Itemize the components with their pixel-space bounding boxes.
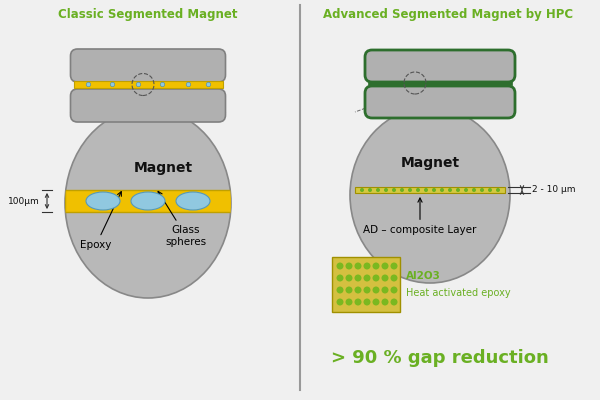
Circle shape	[86, 82, 91, 87]
Circle shape	[391, 286, 398, 294]
Circle shape	[432, 188, 436, 192]
Text: Glass
spheres: Glass spheres	[158, 192, 206, 247]
Circle shape	[384, 188, 388, 192]
Circle shape	[368, 188, 372, 192]
Circle shape	[448, 188, 452, 192]
Circle shape	[346, 286, 353, 294]
Bar	[74, 81, 223, 88]
Circle shape	[364, 286, 371, 294]
Circle shape	[373, 274, 380, 282]
Text: Classic Segmented Magnet: Classic Segmented Magnet	[58, 8, 238, 21]
Circle shape	[392, 188, 396, 192]
Ellipse shape	[176, 192, 210, 210]
Circle shape	[391, 274, 398, 282]
Circle shape	[440, 188, 444, 192]
Circle shape	[400, 188, 404, 192]
Text: Magnet: Magnet	[400, 156, 460, 170]
Circle shape	[160, 82, 164, 87]
Circle shape	[480, 188, 484, 192]
Circle shape	[337, 274, 343, 282]
Circle shape	[373, 298, 380, 306]
Circle shape	[472, 188, 476, 192]
Circle shape	[373, 262, 380, 270]
Text: Epoxy: Epoxy	[80, 192, 121, 250]
Circle shape	[346, 262, 353, 270]
Text: Al2O3: Al2O3	[406, 271, 441, 281]
Circle shape	[382, 274, 389, 282]
Circle shape	[346, 274, 353, 282]
Circle shape	[382, 298, 389, 306]
Circle shape	[464, 188, 468, 192]
Circle shape	[373, 286, 380, 294]
Bar	[368, 81, 512, 85]
FancyBboxPatch shape	[365, 86, 515, 118]
Circle shape	[355, 274, 361, 282]
FancyBboxPatch shape	[71, 49, 226, 82]
Circle shape	[364, 274, 371, 282]
Circle shape	[408, 188, 412, 192]
Circle shape	[496, 188, 500, 192]
Text: Heat activated epoxy: Heat activated epoxy	[406, 288, 511, 298]
Text: AD – composite Layer: AD – composite Layer	[364, 198, 476, 235]
Bar	[332, 257, 400, 312]
Circle shape	[424, 188, 428, 192]
Ellipse shape	[131, 192, 165, 210]
FancyBboxPatch shape	[365, 50, 515, 82]
Circle shape	[355, 262, 361, 270]
Circle shape	[391, 262, 398, 270]
Text: Advanced Segmented Magnet by HPC: Advanced Segmented Magnet by HPC	[323, 8, 573, 21]
Circle shape	[110, 82, 115, 87]
FancyBboxPatch shape	[71, 89, 226, 122]
Text: Magnet: Magnet	[133, 161, 193, 175]
Text: 2 - 10 μm: 2 - 10 μm	[532, 186, 575, 194]
Circle shape	[355, 286, 361, 294]
Circle shape	[360, 188, 364, 192]
Circle shape	[376, 188, 380, 192]
Bar	[355, 187, 505, 193]
Circle shape	[337, 262, 343, 270]
Circle shape	[187, 82, 191, 87]
Text: 100μm: 100μm	[8, 196, 40, 206]
Circle shape	[364, 298, 371, 306]
Circle shape	[337, 286, 343, 294]
Ellipse shape	[350, 107, 510, 283]
Circle shape	[456, 188, 460, 192]
Circle shape	[488, 188, 492, 192]
Bar	[65, 190, 231, 212]
Circle shape	[346, 298, 353, 306]
Circle shape	[355, 298, 361, 306]
Ellipse shape	[65, 108, 231, 298]
Text: > 90 % gap reduction: > 90 % gap reduction	[331, 349, 549, 367]
Circle shape	[136, 82, 140, 87]
Circle shape	[391, 298, 398, 306]
Circle shape	[382, 286, 389, 294]
Circle shape	[337, 298, 343, 306]
Circle shape	[206, 82, 211, 87]
Circle shape	[364, 262, 371, 270]
Ellipse shape	[86, 192, 120, 210]
Circle shape	[416, 188, 420, 192]
Circle shape	[382, 262, 389, 270]
